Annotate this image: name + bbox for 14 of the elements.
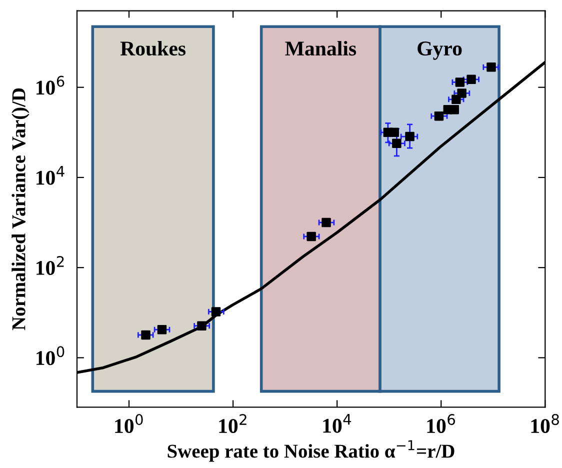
x-tick-label: 10$^{0}$ bbox=[115, 414, 143, 434]
band-label: Manalis bbox=[285, 40, 356, 56]
y-tick-label: 10$^{0}$ bbox=[36, 346, 64, 366]
y-tick-label: 10$^{6}$ bbox=[36, 76, 64, 95]
x-tick-label: 10$^{4}$ bbox=[323, 414, 352, 433]
band-label: Roukes bbox=[120, 40, 186, 56]
y-axis-title: Normalized Variance Var()/D bbox=[12, 88, 30, 330]
y-tick-label: 10$^{2}$ bbox=[36, 256, 64, 276]
x-tick-label: 10$^{6}$ bbox=[427, 414, 455, 434]
x-tick-label: 10$^{2}$ bbox=[219, 414, 246, 434]
band-label: Gyro bbox=[418, 42, 462, 60]
x-tick-label: 10$^{8}$ bbox=[531, 414, 559, 434]
x-axis-title: Sweep rate to Noise Ratio α$^{−1}$=r/D bbox=[168, 440, 454, 462]
y-tick-label: 10$^{4}$ bbox=[36, 166, 64, 185]
